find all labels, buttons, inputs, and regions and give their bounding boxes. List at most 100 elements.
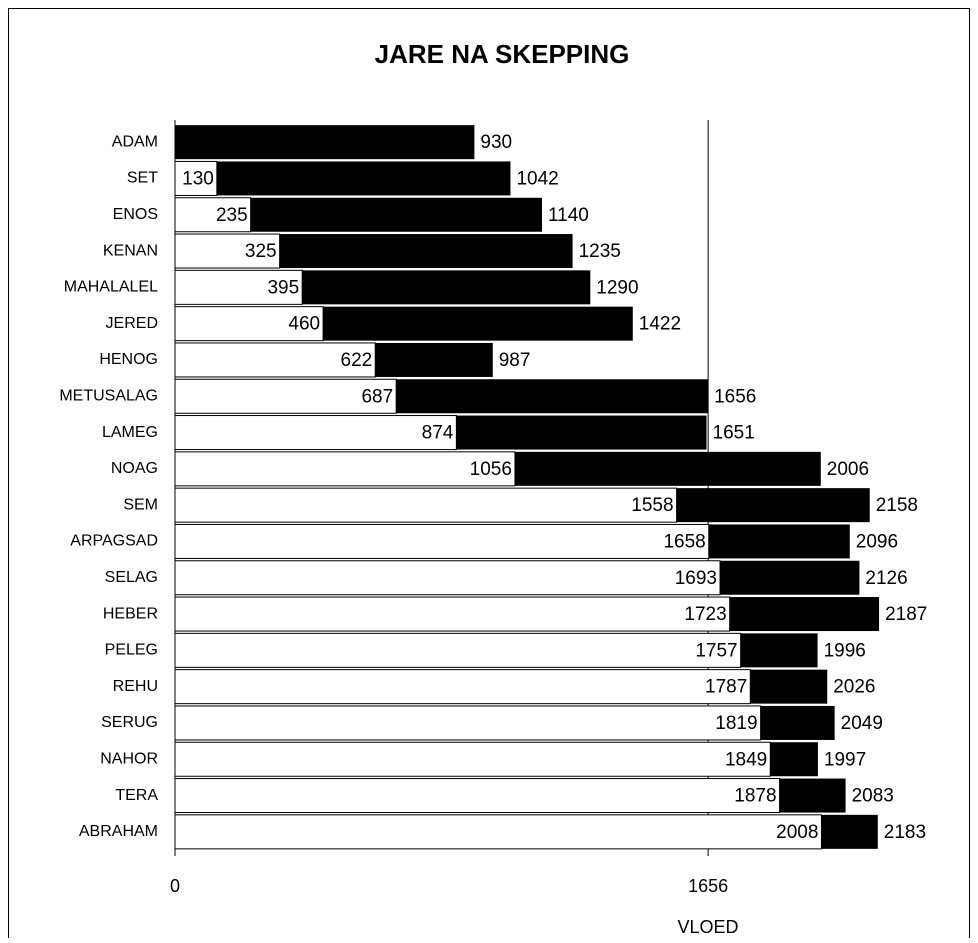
range-bar [760,705,835,740]
y-tick-label: NOAG [111,460,158,477]
start-label: 235 [216,205,248,226]
range-bar [175,125,475,160]
y-tick-label: SERUG [101,714,158,731]
y-tick-label: ENOS [113,206,158,223]
y-tick-label: ARPAGSAD [70,533,158,550]
start-bar [174,778,781,814]
start-label: 395 [267,277,299,298]
start-bar [174,523,710,559]
y-tick-label: ABRAHAM [79,823,158,840]
y-tick-label: REHU [113,678,158,695]
end-label: 2183 [884,822,926,843]
start-bar [174,560,721,596]
start-bar [174,814,822,850]
start-bar [174,741,771,777]
range-bar [821,814,878,849]
y-tick-label: SEM [123,496,158,513]
x-axis-label: VLOED [677,917,738,937]
start-label: 1787 [705,677,747,698]
y-tick-label: SET [127,170,158,187]
end-label: 2026 [833,677,875,698]
end-label: 1656 [714,386,756,407]
range-bar [323,306,633,341]
end-label: 1422 [639,314,681,335]
y-tick-label: SELAG [105,569,158,586]
range-bar [779,778,846,813]
start-label: 325 [245,241,277,262]
range-bar [750,669,828,704]
start-bar [174,269,303,305]
end-label: 1290 [596,277,638,298]
range-bar [396,379,709,414]
start-label: 130 [182,168,214,189]
start-label: 1558 [631,495,673,516]
start-bar [174,705,762,741]
y-tick-label: JERED [106,315,158,332]
end-label: 1042 [516,168,558,189]
y-tick-label: KENAN [103,242,158,259]
start-label: 687 [361,386,393,407]
y-tick-label: TERA [115,787,158,804]
y-tick-label: ADAM [112,133,158,150]
end-label: 2096 [856,531,898,552]
end-label: 1997 [824,749,866,770]
start-label: 1757 [695,640,737,661]
chart-frame [8,8,970,943]
y-tick-label: LAMEG [102,424,158,441]
range-bar [770,742,818,777]
end-label: 2049 [841,713,883,734]
y-tick-label: PELEG [105,642,158,659]
start-label: 1056 [470,459,512,480]
y-tick-label: HEBER [103,605,158,622]
y-tick-label: MAHALALEL [64,279,158,296]
start-label: 1693 [675,568,717,589]
range-bar [708,524,850,559]
y-tick-label: NAHOR [100,750,158,767]
y-tick-label: METUSALAG [59,387,158,404]
end-label: 2006 [827,459,869,480]
range-bar [375,342,493,377]
range-bar [676,488,870,523]
start-label: 1878 [734,786,776,807]
start-label: 874 [422,423,454,444]
chart-title: JARE NA SKEPPING [375,39,630,69]
end-label: 930 [480,132,512,153]
start-bar [174,197,252,233]
range-bar [514,451,821,486]
end-label: 2158 [876,495,918,516]
range-bar [250,197,543,232]
end-label: 1996 [824,640,866,661]
start-bar [174,451,516,487]
end-label: 1235 [579,241,621,262]
end-label: 1140 [548,205,589,226]
start-bar [174,306,324,342]
start-label: 2008 [776,822,818,843]
start-bar [174,632,742,668]
start-label: 1849 [725,749,767,770]
range-bar [720,560,860,595]
end-label: 2126 [865,568,907,589]
start-label: 622 [341,350,373,371]
start-label: 460 [288,314,320,335]
x-tick-label: 1656 [688,876,728,896]
start-label: 1723 [684,604,726,625]
range-bar [302,270,591,305]
end-label: 2083 [852,786,894,807]
range-bar [729,597,880,632]
start-bar [174,415,457,451]
end-label: 1651 [713,423,755,444]
range-bar [740,633,818,668]
start-label: 1819 [715,713,757,734]
x-tick-label: 0 [170,876,180,896]
range-bar [216,161,511,196]
start-bar [174,342,376,378]
range-bar [279,234,573,269]
start-bar [174,487,678,523]
start-bar [174,596,731,632]
start-bar [174,160,218,196]
end-label: 987 [499,350,531,371]
end-label: 2187 [885,604,927,625]
range-bar [456,415,707,450]
start-bar [174,233,281,269]
